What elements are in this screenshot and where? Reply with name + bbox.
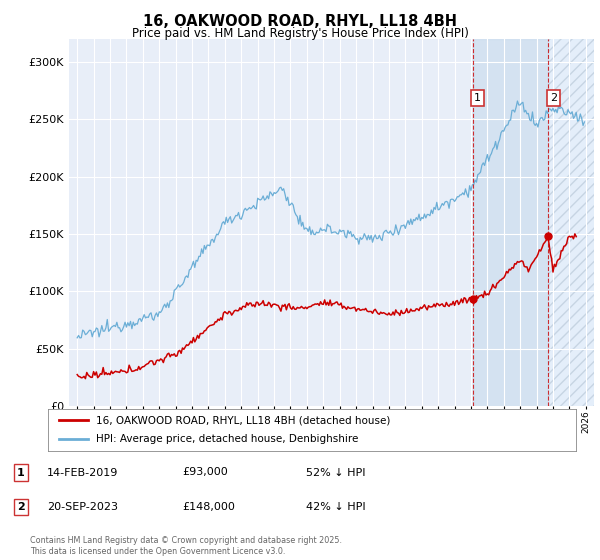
Text: Price paid vs. HM Land Registry's House Price Index (HPI): Price paid vs. HM Land Registry's House … <box>131 27 469 40</box>
Text: £93,000: £93,000 <box>182 468 228 478</box>
Text: 14-FEB-2019: 14-FEB-2019 <box>47 468 119 478</box>
Bar <box>548 39 594 406</box>
Text: 16, OAKWOOD ROAD, RHYL, LL18 4BH: 16, OAKWOOD ROAD, RHYL, LL18 4BH <box>143 14 457 29</box>
Bar <box>473 39 548 406</box>
Text: 42% ↓ HPI: 42% ↓ HPI <box>306 502 365 512</box>
Text: £148,000: £148,000 <box>182 502 235 512</box>
Text: 52% ↓ HPI: 52% ↓ HPI <box>306 468 365 478</box>
Text: 1: 1 <box>17 468 25 478</box>
Text: 1: 1 <box>474 93 481 103</box>
Text: HPI: Average price, detached house, Denbighshire: HPI: Average price, detached house, Denb… <box>95 435 358 445</box>
Text: Contains HM Land Registry data © Crown copyright and database right 2025.
This d: Contains HM Land Registry data © Crown c… <box>30 536 342 556</box>
Bar <box>548 39 594 406</box>
Text: 2: 2 <box>17 502 25 512</box>
Text: 2: 2 <box>550 93 557 103</box>
Text: 16, OAKWOOD ROAD, RHYL, LL18 4BH (detached house): 16, OAKWOOD ROAD, RHYL, LL18 4BH (detach… <box>95 415 390 425</box>
Text: 20-SEP-2023: 20-SEP-2023 <box>47 502 118 512</box>
Bar <box>548 39 594 406</box>
